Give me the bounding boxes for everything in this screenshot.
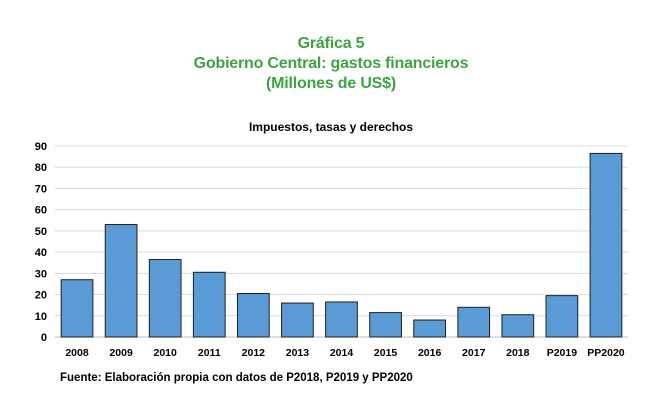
y-tick-label: 60: [35, 205, 47, 217]
bar-2013: [281, 302, 314, 338]
bar-PP2020: [589, 152, 623, 338]
x-tick-label: 2014: [330, 347, 354, 359]
y-tick-label: 0: [41, 332, 47, 344]
bar-layer: [60, 152, 623, 338]
bar-2008: [60, 279, 94, 338]
x-tick-label: PP2020: [587, 347, 625, 359]
bar-P2019: [545, 295, 579, 338]
y-tick-label: 70: [35, 183, 47, 195]
bar-2017: [457, 306, 491, 338]
x-tick-label: 2017: [462, 347, 486, 359]
x-tick-label: 2010: [154, 347, 178, 359]
y-tick-label: 80: [35, 162, 47, 174]
bar-2010: [148, 259, 182, 338]
y-tick-label: 90: [35, 141, 47, 153]
y-tick-label: 10: [35, 311, 47, 323]
bar-2011: [192, 271, 226, 338]
x-tick-label: 2013: [286, 347, 310, 359]
x-tick-label: 2018: [506, 347, 530, 359]
y-tick-label: 20: [35, 290, 47, 302]
bar-2014: [325, 301, 358, 338]
bar-2018: [501, 314, 535, 338]
chart-subtitle: Impuestos, tasas y derechos: [248, 120, 414, 134]
y-tick-label: 40: [35, 247, 47, 259]
bar-2012: [236, 292, 270, 338]
x-tick-label: P2019: [547, 347, 578, 359]
bar-2016: [413, 319, 447, 338]
x-tick-label: 2015: [374, 347, 398, 359]
y-tick-label: 50: [35, 226, 47, 238]
chart-title-block: Gráfica 5 Gobierno Central: gastos finan…: [0, 34, 662, 94]
chart-title-line-1: Gráfica 5: [297, 35, 365, 52]
x-tick-label: 2009: [109, 347, 133, 359]
chart-title-line-3: (Millones de US$): [266, 75, 396, 92]
chart-title-line-2: Gobierno Central: gastos financieros: [193, 55, 469, 72]
source-note: Fuente: Elaboración propia con datos de …: [60, 372, 413, 384]
y-tick-label: 30: [35, 268, 47, 280]
bar-2009: [104, 224, 138, 338]
x-tick-label: 2012: [242, 347, 266, 359]
x-tick-label: 2011: [198, 347, 221, 359]
bar-2015: [369, 312, 402, 338]
x-tick-label: 2016: [418, 347, 442, 359]
axis-layer: 0 10 20 30 40 50 60 70 80 90 2008 2009 2010 2011 2012 2…: [35, 141, 625, 359]
x-tick-label: 2008: [65, 347, 89, 359]
